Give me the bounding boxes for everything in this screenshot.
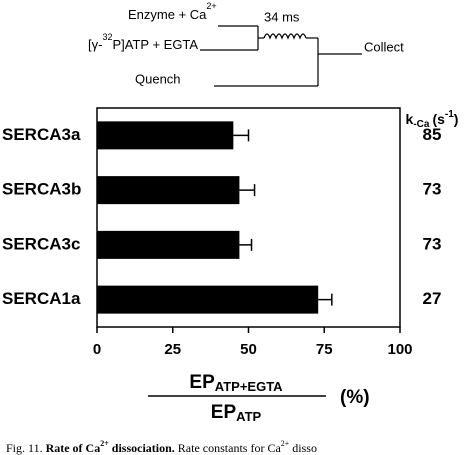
caption: Fig. 11. Rate of Ca2+ dissociation. Rate … xyxy=(6,439,317,455)
subscript: -Ca xyxy=(413,119,430,130)
x-label-denominator: EPATP xyxy=(211,402,262,424)
category-label: SERCA3c xyxy=(2,234,80,253)
bar xyxy=(97,230,240,259)
text: (s xyxy=(432,111,445,127)
collect-label: Collect xyxy=(364,39,404,54)
category-label: SERCA1a xyxy=(2,289,81,308)
superscript: 32 xyxy=(102,32,112,42)
superscript: -1 xyxy=(445,109,454,120)
delay-coil xyxy=(263,33,307,40)
x-tick-label: 100 xyxy=(387,341,412,358)
text: k xyxy=(406,111,414,127)
category-label: SERCA3b xyxy=(2,180,81,199)
text: Rate constants for Ca xyxy=(178,441,282,455)
side-value: 73 xyxy=(423,234,442,253)
text: ) xyxy=(454,111,459,127)
text: EP xyxy=(211,402,237,423)
category-label: SERCA3a xyxy=(2,125,81,144)
quench-label: Quench xyxy=(135,71,181,86)
x-label-unit: (%) xyxy=(340,387,370,408)
atp-label: [γ-32P]ATP + EGTA xyxy=(88,32,198,52)
text: Fig. 11. xyxy=(6,441,43,455)
diagram xyxy=(200,25,362,87)
text: dissociation. xyxy=(112,441,175,455)
superscript: 2+ xyxy=(281,439,290,448)
text: Rate of Ca xyxy=(46,441,101,455)
side-header: k-Ca (s-1) xyxy=(406,109,459,130)
enzyme-label: Enzyme + Ca2+ xyxy=(128,1,217,22)
subscript: ATP xyxy=(236,409,261,424)
bar xyxy=(97,176,240,205)
bar xyxy=(97,285,319,314)
text: [γ- xyxy=(88,37,102,52)
superscript: 2+ xyxy=(100,439,109,448)
x-tick-label: 50 xyxy=(240,341,257,358)
text: EP xyxy=(189,372,215,393)
x-label-numerator: EPATP+EGTA xyxy=(189,372,283,394)
bar xyxy=(97,121,234,150)
text: disso xyxy=(292,441,317,455)
text: P]ATP + EGTA xyxy=(112,37,198,52)
side-value: 27 xyxy=(423,289,442,308)
side-value: 85 xyxy=(423,125,442,144)
text: Enzyme + Ca xyxy=(128,7,207,22)
x-tick-label: 75 xyxy=(316,341,333,358)
delay-label: 34 ms xyxy=(264,9,300,24)
x-tick-label: 25 xyxy=(164,341,181,358)
side-value: 73 xyxy=(423,180,442,199)
x-tick-label: 0 xyxy=(93,341,101,358)
subscript: ATP+EGTA xyxy=(215,379,283,394)
superscript: 2+ xyxy=(206,1,216,11)
